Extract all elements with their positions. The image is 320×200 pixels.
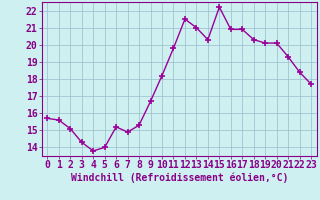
- X-axis label: Windchill (Refroidissement éolien,°C): Windchill (Refroidissement éolien,°C): [70, 173, 288, 183]
